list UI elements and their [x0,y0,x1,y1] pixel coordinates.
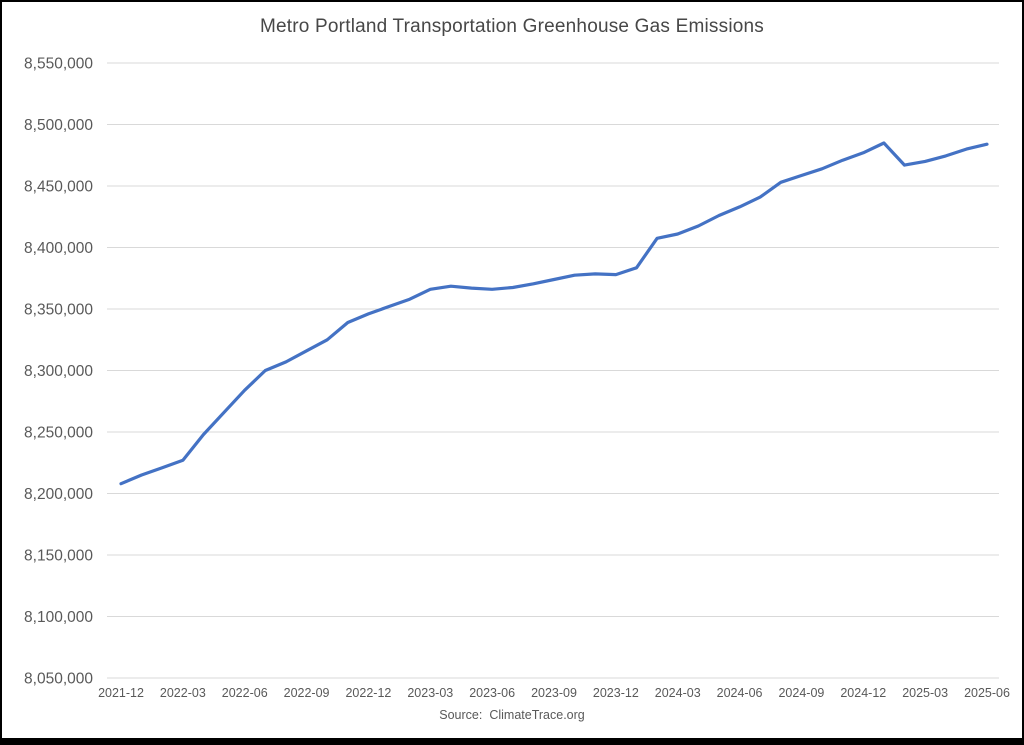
x-axis-tick-label: 2021-12 [98,686,144,700]
y-axis-tick-label: 8,450,000 [24,179,93,196]
x-axis-tick-label: 2025-03 [902,686,948,700]
emissions-series-line [119,141,989,486]
x-axis-tick-label: 2022-12 [345,686,391,700]
x-axis-tick-label: 2025-06 [964,686,1010,700]
x-axis-tick-label: 2022-03 [160,686,206,700]
y-axis-tick-label: 8,350,000 [24,302,93,319]
y-axis-tick-label: 8,500,000 [24,117,93,134]
x-axis-tick-label: 2023-09 [531,686,577,700]
source-caption: Source: ClimateTrace.org [2,708,1022,722]
x-axis-tick-label: 2024-12 [840,686,886,700]
x-axis-tick-label: 2023-03 [407,686,453,700]
x-axis-tick-label: 2024-03 [655,686,701,700]
chart-title: Metro Portland Transportation Greenhouse… [260,16,764,37]
x-axis-tick-label: 2023-06 [469,686,515,700]
y-axis-tick-label: 8,200,000 [24,486,93,503]
x-axis-tick-label: 2024-06 [717,686,763,700]
y-axis-tick-label: 8,250,000 [24,425,93,442]
x-axis-tick-label: 2022-09 [284,686,330,700]
source-value: ClimateTrace.org [489,708,585,722]
y-axis-tick-label: 8,400,000 [24,240,93,257]
x-axis-tick-label: 2024-09 [778,686,824,700]
y-axis-tick-label: 8,050,000 [24,671,93,688]
source-label: Source: [439,708,483,722]
y-axis-tick-label: 8,100,000 [24,609,93,626]
x-axis-tick-label: 2023-12 [593,686,639,700]
x-axis-tick-label: 2022-06 [222,686,268,700]
y-axis-tick-label: 8,300,000 [24,363,93,380]
y-axis-tick-label: 8,150,000 [24,548,93,565]
y-axis-tick-label: 8,550,000 [24,56,93,73]
